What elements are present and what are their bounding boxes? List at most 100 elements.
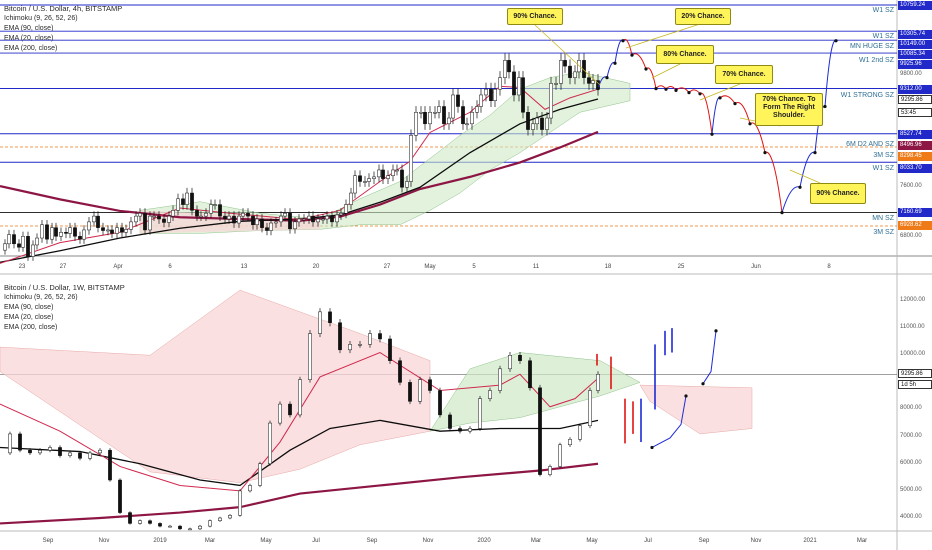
- sz-zone-label: W1 STRONG SZ: [841, 92, 895, 99]
- forecast-path: [734, 102, 751, 124]
- top-candle: [335, 214, 339, 223]
- bottom-candle: [378, 333, 382, 340]
- ichimoku-cloud: [139, 71, 631, 234]
- top-candle: [251, 215, 255, 226]
- top-candle: [288, 212, 292, 230]
- top-candle: [181, 198, 185, 205]
- forecast-path: [719, 95, 736, 104]
- sz-zone-label: MN SZ: [872, 215, 895, 222]
- price-label: 6928.62: [898, 221, 932, 230]
- top-candle: [549, 83, 553, 119]
- price-label: 8298.45: [898, 152, 932, 161]
- time-axis-label-bottom: Mar: [205, 538, 215, 544]
- bottom-candle: [478, 398, 482, 429]
- top-candle: [330, 215, 334, 223]
- top-candle: [31, 244, 35, 257]
- forecast-node: [710, 132, 714, 136]
- ichimoku-cloud-future: [639, 384, 753, 435]
- bottom-candle: [58, 447, 62, 456]
- bottom-candle: [8, 433, 12, 454]
- top-candle: [554, 83, 558, 85]
- note-pointer: [534, 24, 601, 86]
- top-candle: [35, 237, 39, 246]
- bottom-candle: [458, 428, 462, 432]
- top-candle: [68, 227, 72, 234]
- bottom-indicator-ema20: EMA (20, close): [4, 314, 54, 321]
- time-axis-label-bottom: Nov: [423, 538, 434, 544]
- price-label: 9312.00: [898, 85, 932, 94]
- bottom-indicator-ema200: EMA (200, close): [4, 324, 58, 331]
- bottom-candle: [228, 515, 232, 519]
- top-candle: [339, 212, 343, 216]
- top-candle: [470, 112, 474, 125]
- time-axis-label: 23: [19, 264, 26, 270]
- time-axis-label: May: [424, 264, 435, 270]
- top-candle: [428, 112, 432, 125]
- forecast-node-bottom: [684, 394, 688, 398]
- current-price-label: 9295.86: [898, 95, 932, 104]
- time-axis-label-bottom: Jul: [312, 538, 320, 544]
- price-axis-label: 6000.00: [900, 460, 922, 466]
- time-axis-label-bottom: May: [586, 538, 597, 544]
- top-candle: [73, 227, 77, 237]
- top-candle: [316, 218, 320, 223]
- price-axis-label: 12000.00: [900, 297, 926, 303]
- bottom-candle: [588, 390, 592, 427]
- bottom-candle: [308, 333, 312, 380]
- bottom-candle: [218, 517, 222, 521]
- ema200-price-label: 8496.96: [898, 141, 932, 150]
- sz-zone-label: 3M SZ: [873, 229, 894, 236]
- top-candle: [372, 176, 376, 179]
- countdown-label: 1d 5h: [898, 380, 932, 389]
- time-axis-label: 25: [678, 264, 685, 270]
- top-candle: [209, 204, 213, 214]
- top-candle: [363, 181, 367, 183]
- forecast-node-bottom: [701, 382, 705, 386]
- ema200-line-bottom: [0, 462, 599, 525]
- time-axis-label: 11: [533, 264, 540, 270]
- bottom-candle: [468, 428, 472, 432]
- time-axis-label-bottom: 2021: [803, 538, 817, 544]
- top-candle: [12, 234, 16, 245]
- note-90-chance-bottom: 90% Chance.: [810, 183, 866, 204]
- bottom-candle: [328, 311, 332, 323]
- top-candle: [64, 232, 68, 234]
- top-candle: [78, 236, 82, 240]
- note-pointer: [699, 83, 741, 101]
- top-candle: [7, 234, 11, 245]
- forecast-path: [749, 122, 766, 153]
- price-label: 10305.74: [898, 30, 932, 39]
- bottom-indicator-ichimoku: Ichimoku (9, 26, 52, 26): [4, 294, 78, 301]
- top-candle: [293, 221, 297, 230]
- top-candle: [367, 178, 371, 182]
- price-label: 10085.34: [898, 50, 932, 59]
- note-80-chance: 80% Chance.: [656, 45, 714, 64]
- bottom-candle: [596, 373, 600, 391]
- forecast-node: [605, 76, 609, 80]
- bottom-candle: [358, 344, 362, 346]
- forecast-path: [606, 62, 616, 78]
- bottom-candle: [488, 390, 492, 399]
- top-candle: [279, 215, 283, 223]
- top-candle: [559, 60, 563, 84]
- top-candle: [162, 218, 166, 223]
- top-candle: [106, 229, 110, 232]
- time-axis-label-bottom: 2019: [153, 538, 167, 544]
- top-candle: [129, 221, 133, 230]
- time-axis-label-bottom: May: [260, 538, 271, 544]
- top-candle: [353, 175, 357, 194]
- bottom-chart-title: Bitcoin / U.S. Dollar, 1W, BITSTAMP: [4, 283, 125, 292]
- top-candle: [297, 218, 301, 223]
- top-candle: [45, 224, 49, 240]
- bottom-candle: [338, 322, 342, 351]
- top-candle: [157, 215, 161, 220]
- top-candle: [171, 210, 175, 217]
- bottom-candle: [548, 466, 552, 475]
- price-axis-label: 4000.00: [900, 514, 922, 520]
- ema200-line: [0, 130, 599, 222]
- note-90-chance-top: 90% Chance.: [507, 8, 563, 25]
- top-candle: [479, 94, 483, 107]
- top-candle: [82, 229, 86, 240]
- top-candle: [232, 215, 236, 224]
